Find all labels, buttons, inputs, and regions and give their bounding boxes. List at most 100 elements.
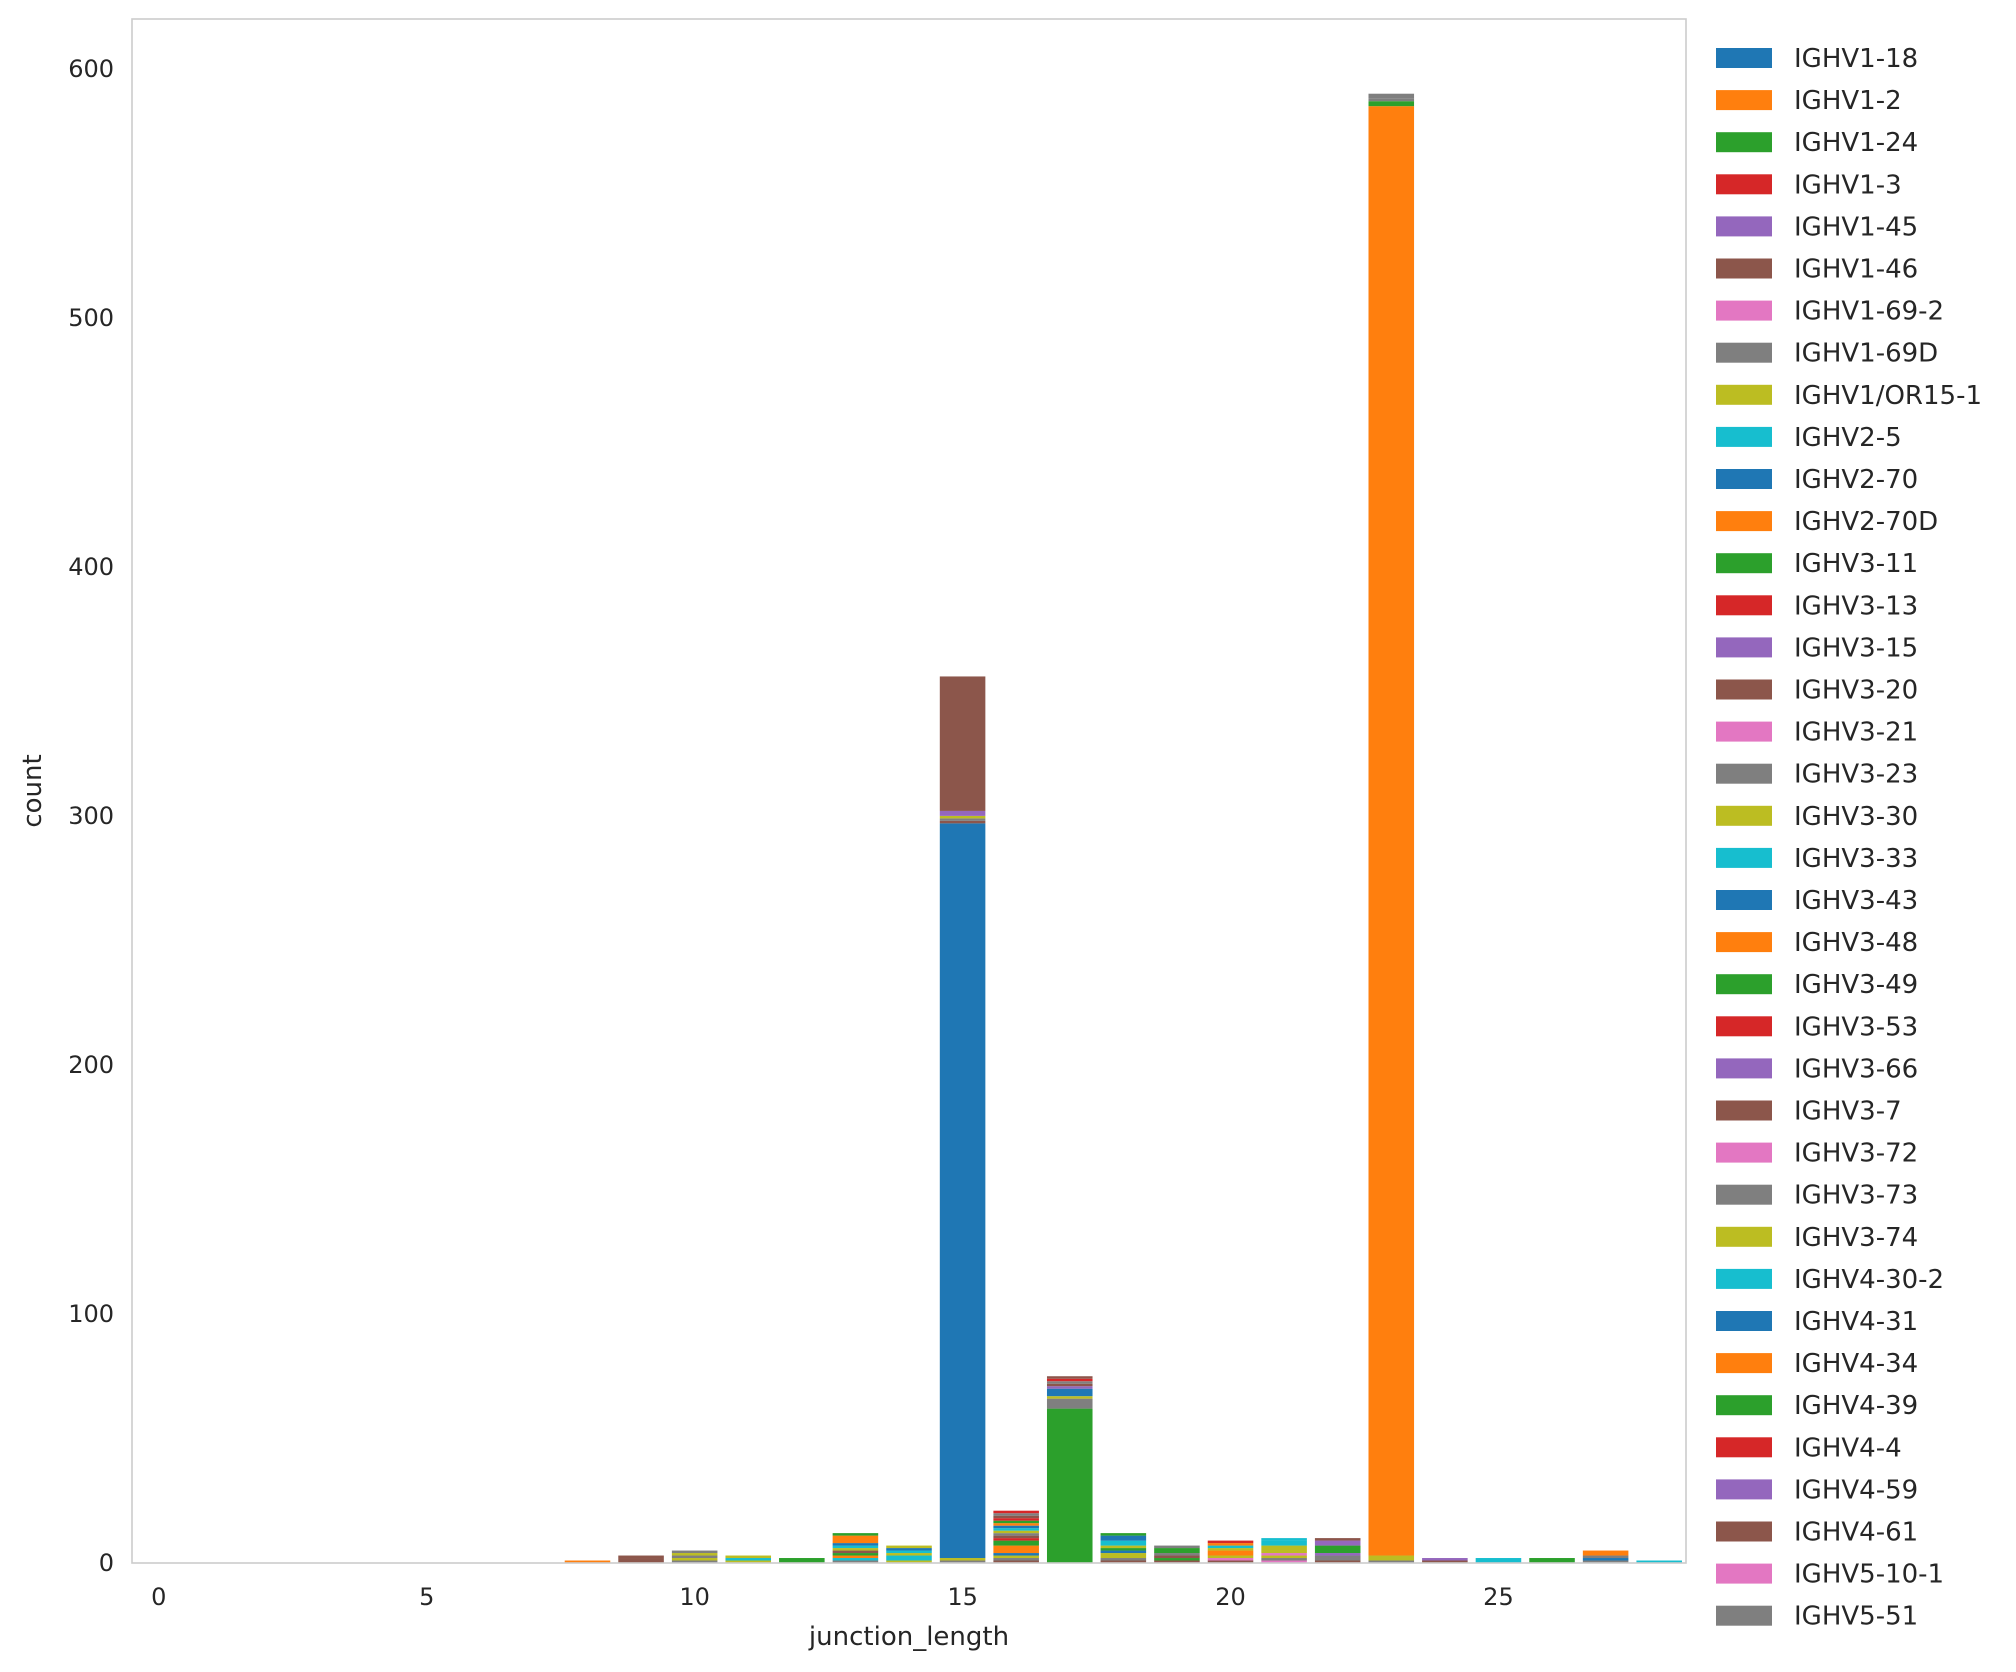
bar-segment-23-11 (1368, 106, 1415, 1556)
legend-label: IGHV3-73 (1794, 1181, 1918, 1211)
bar-segment-16-20 (993, 1525, 1039, 1529)
x-tick-label: 10 (679, 1583, 710, 1611)
legend-swatch (1716, 1226, 1772, 1247)
legend-label: IGHV3-7 (1794, 1097, 1902, 1127)
bar-segment-16-27 (993, 1513, 1039, 1516)
bar-segment-15-15 (939, 820, 986, 824)
legend-item: IGHV3-74 (1716, 1223, 1918, 1253)
bar-segment-20-21 (1207, 1543, 1254, 1546)
legend-item: IGHV3-13 (1716, 591, 1918, 621)
legend-label: IGHV3-15 (1794, 633, 1918, 663)
legend-swatch (1716, 426, 1772, 447)
bar-segment-16-23 (993, 1518, 1039, 1521)
legend-label: IGHV3-43 (1794, 886, 1918, 916)
legend-swatch (1716, 90, 1772, 111)
legend-swatch (1716, 511, 1772, 532)
bar-segment-14-18 (886, 1553, 932, 1556)
bar-segment-9-25 (618, 1555, 664, 1559)
legend-label: IGHV4-31 (1794, 1307, 1918, 1337)
bar-segment-13-7 (832, 1560, 879, 1563)
legend-swatch (1716, 1521, 1772, 1542)
bar-segment-19-15 (1154, 1555, 1200, 1559)
bar-segment-23-7 (1368, 1560, 1415, 1563)
bar-segment-23-27 (1368, 98, 1415, 102)
y-tick-label: 0 (99, 1549, 114, 1577)
legend-swatch (1716, 48, 1772, 68)
bar-segment-16-17 (993, 1533, 1039, 1536)
legend-item: IGHV3-43 (1716, 886, 1918, 916)
legend-item: IGHV3-72 (1716, 1139, 1918, 1169)
bar-segment-23-37 (1368, 93, 1415, 99)
bar-segment-13-12 (832, 1553, 879, 1556)
y-tick-label: 300 (68, 802, 114, 830)
bar-segment-13-20 (832, 1543, 879, 1546)
bar-segment-19-5 (1154, 1560, 1200, 1563)
legend-label: IGHV4-61 (1794, 1518, 1918, 1548)
legend-item: IGHV3-21 (1716, 718, 1918, 748)
legend-label: IGHV3-21 (1794, 718, 1918, 748)
bar-segment-23-8 (1368, 1555, 1415, 1561)
bar-segment-21-16 (1261, 1553, 1307, 1556)
bar-segment-13-22 (832, 1533, 879, 1536)
legend-item: IGHV1-69D (1716, 339, 1938, 369)
bar-segment-15-17 (939, 818, 986, 821)
bar-segment-14-9 (886, 1555, 932, 1561)
bar-segment-10-17 (671, 1555, 718, 1559)
legend-swatch (1716, 1437, 1772, 1458)
legend-label: IGHV4-30-2 (1794, 1265, 1944, 1295)
legend-swatch (1716, 974, 1772, 995)
bar-segment-20-18 (1207, 1548, 1254, 1551)
legend-label: IGHV3-33 (1794, 844, 1918, 874)
bar-segment-17-20 (1046, 1388, 1093, 1397)
legend-swatch (1716, 679, 1772, 700)
legend-label: IGHV3-49 (1794, 970, 1918, 1000)
legend-item: IGHV3-11 (1716, 549, 1918, 579)
legend-item: IGHV2-70 (1716, 465, 1918, 495)
bar-segment-16-12 (993, 1540, 1039, 1546)
axes-frame (131, 18, 1687, 1564)
bar-segment-14-8 (886, 1560, 932, 1563)
bar-segment-20-6 (1207, 1558, 1254, 1561)
legend-label: IGHV2-70D (1794, 507, 1938, 537)
legend-swatch (1716, 595, 1772, 616)
bar-segment-13-9 (832, 1558, 879, 1561)
legend-swatch (1716, 300, 1772, 321)
bar-segment-21-7 (1261, 1558, 1307, 1561)
bar-segment-18-20 (1100, 1535, 1147, 1541)
bar-segment-27-17 (1582, 1555, 1629, 1559)
legend-swatch (1716, 721, 1772, 742)
legend-label: IGHV5-10-1 (1794, 1560, 1944, 1590)
legend-item: IGHV2-5 (1716, 423, 1902, 453)
legend-item: IGHV4-31 (1716, 1307, 1918, 1337)
legend-item: IGHV1/OR15-1 (1716, 381, 1982, 411)
bar-segment-19-17 (1154, 1553, 1200, 1556)
bar-segment-11-9 (725, 1558, 772, 1561)
legend-label: IGHV1-18 (1794, 44, 1918, 74)
bar-segment-16-18 (993, 1530, 1039, 1534)
legend-item: IGHV3-23 (1716, 760, 1918, 790)
bar-segment-13-15 (832, 1550, 879, 1554)
bar-segment-19-27 (1154, 1545, 1200, 1549)
legend-item: IGHV3-73 (1716, 1181, 1918, 1211)
bar-segment-13-19 (832, 1545, 879, 1549)
bar-segment-15-10 (939, 823, 986, 1559)
legend-swatch (1716, 132, 1772, 153)
legend-label: IGHV3-20 (1794, 676, 1918, 706)
legend-item: IGHV3-7 (1716, 1097, 1902, 1127)
bar-segment-22-22 (1314, 1545, 1361, 1554)
bar-segment-8-11 (564, 1560, 611, 1563)
bar-segment-18-19 (1100, 1540, 1147, 1546)
legend-label: IGHV2-5 (1794, 423, 1902, 453)
legend-item: IGHV3-30 (1716, 802, 1918, 832)
legend-label: IGHV3-74 (1794, 1223, 1918, 1253)
legend-swatch (1716, 1058, 1772, 1079)
legend-swatch (1716, 174, 1772, 195)
bar-segment-15-8 (939, 1558, 986, 1561)
legend-item: IGHV3-53 (1716, 1012, 1918, 1042)
bar-segment-22-7 (1314, 1555, 1361, 1561)
bar-segment-16-15 (993, 1535, 1039, 1539)
bar-segment-21-6 (1261, 1560, 1307, 1563)
bar-segment-18-18 (1100, 1545, 1147, 1549)
